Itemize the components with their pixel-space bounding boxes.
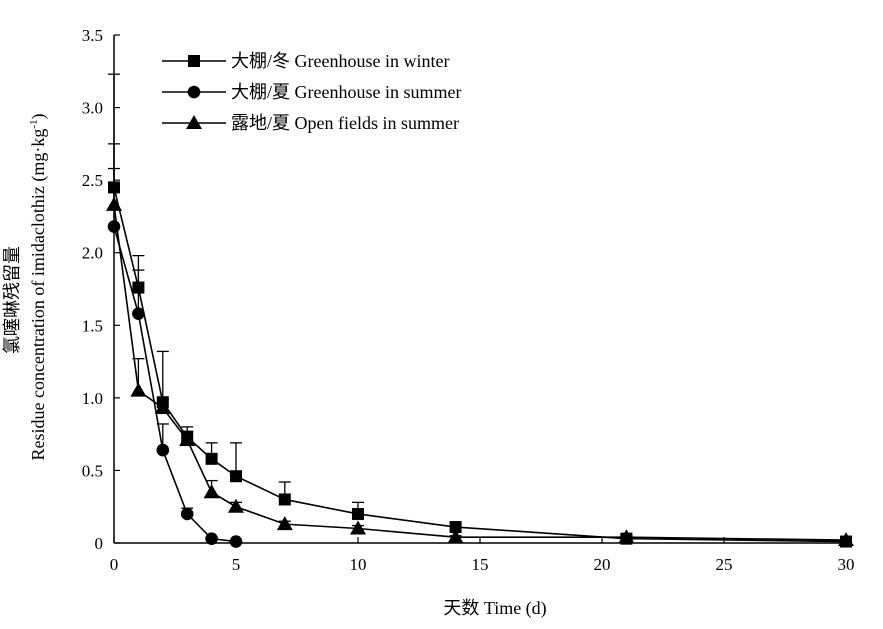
y-tick-label: 0	[95, 534, 104, 553]
triangle-marker	[203, 484, 220, 499]
square-marker	[278, 493, 291, 506]
y-tick-label: 2.0	[82, 244, 103, 263]
series-line	[113, 187, 847, 543]
y-tick-label: 3.5	[82, 26, 103, 45]
series-line	[113, 204, 847, 541]
legend-label: 大棚/冬 Greenhouse in winter	[231, 51, 449, 71]
x-ticks: 0 5 10 15 20 25 30	[110, 537, 855, 574]
square-marker	[352, 507, 364, 520]
triangle-marker	[276, 516, 293, 531]
triangle-marker	[618, 529, 635, 544]
legend-item: 大棚/夏 Greenhouse in summer	[162, 82, 461, 102]
legend-item: 露地/夏 Open fields in summer	[162, 113, 459, 133]
x-tick-label: 30	[838, 555, 855, 574]
series-circle	[107, 167, 243, 548]
x-tick-label: 20	[594, 555, 611, 574]
x-tick-label: 25	[716, 555, 733, 574]
triangle-marker	[186, 115, 202, 129]
square-marker	[188, 55, 200, 67]
plot-area	[106, 73, 854, 548]
circle-marker	[205, 532, 218, 545]
y-axis-title-close: )	[28, 113, 49, 119]
triangle-marker	[350, 520, 366, 535]
y-tick-label: 1.5	[82, 316, 103, 335]
y-tick-label: 0.5	[82, 461, 103, 480]
y-tick-label: 2.5	[82, 171, 103, 190]
y-axis-title-sup: -1	[28, 119, 40, 128]
triangle-marker	[130, 382, 147, 397]
legend-label: 露地/夏 Open fields in summer	[231, 113, 459, 133]
square-marker	[449, 521, 462, 534]
triangle-marker	[179, 431, 196, 446]
square-marker	[230, 470, 242, 483]
legend-item: 大棚/冬 Greenhouse in winter	[162, 51, 449, 71]
circle-marker	[156, 443, 170, 457]
square-marker	[205, 452, 218, 465]
series-line	[113, 226, 237, 543]
circle-marker	[180, 507, 194, 521]
y-axis-title-en: Residue concentration of imidaclothiz (m…	[28, 113, 49, 460]
axes: 0 5 10 15 20 25 30 0 0.5 1.0 1.5 2.0 2.5 3.0 3.5	[82, 26, 855, 574]
y-tick-label: 3.0	[82, 99, 103, 118]
y-ticks: 0 0.5 1.0 1.5 2.0 2.5 3.0 3.5	[82, 26, 120, 553]
x-axis-title: 天数 Time (d)	[443, 598, 546, 619]
y-tick-label: 1.0	[82, 389, 103, 408]
x-tick-label: 0	[110, 555, 119, 574]
triangle-marker	[447, 529, 464, 544]
legend: 大棚/冬 Greenhouse in winter 大棚/夏 Greenhouse…	[162, 51, 461, 133]
y-axis-title-en-main: Residue concentration of imidaclothiz (m…	[28, 129, 49, 461]
series-triangle	[106, 73, 854, 547]
x-tick-label: 10	[350, 555, 367, 574]
circle-marker	[187, 85, 201, 99]
x-tick-label: 5	[232, 555, 241, 574]
triangle-marker	[154, 400, 171, 415]
x-tick-label: 15	[472, 555, 489, 574]
triangle-marker	[228, 498, 244, 513]
circle-marker	[132, 307, 145, 320]
y-axis-title-cn: 氯噻啉残留量	[2, 246, 22, 354]
legend-label: 大棚/夏 Greenhouse in summer	[231, 82, 461, 102]
series-square	[108, 143, 852, 548]
